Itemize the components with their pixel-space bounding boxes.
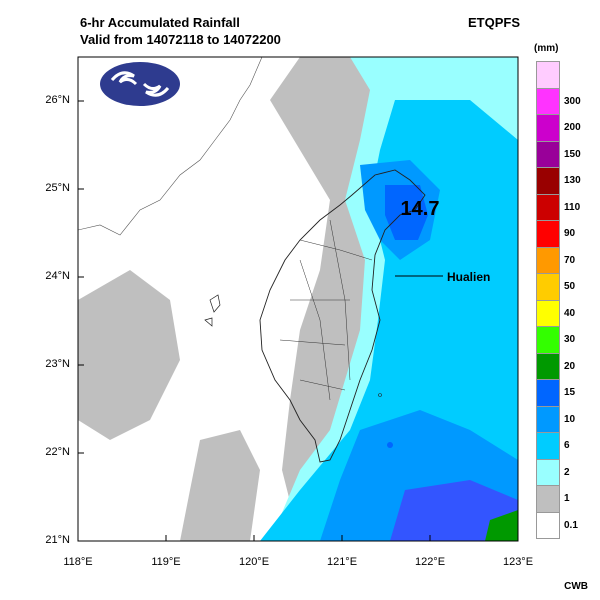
valid-time: Valid from 14072118 to 14072200	[80, 32, 281, 47]
lat-label-25: 25°N	[45, 182, 70, 194]
rain-area-15-south	[390, 480, 518, 541]
legend-swatch	[536, 273, 560, 301]
lat-label-24: 24°N	[45, 270, 70, 282]
lat-label-22: 22°N	[45, 446, 70, 458]
legend-swatch	[536, 193, 560, 221]
map-frame	[77, 56, 519, 542]
rain-area-0.1-west	[78, 270, 180, 440]
legend-swatch	[536, 379, 560, 407]
legend-swatch	[536, 140, 560, 168]
legend-label: 1	[564, 493, 570, 504]
rain-area-20	[485, 510, 518, 541]
county-boundaries	[279, 219, 373, 401]
legend-label: 130	[564, 175, 581, 186]
axis-ticks	[78, 100, 431, 541]
lat-label-23: 23°N	[45, 358, 70, 370]
legend-label: 6	[564, 440, 570, 451]
legend-label: 10	[564, 413, 576, 425]
lon-label-121: 121°E	[326, 556, 358, 568]
max-rainfall-value: 14.7	[401, 198, 440, 220]
legend-swatch	[536, 114, 560, 142]
lat-label-21: 21°N	[45, 534, 70, 546]
legend-label: 20	[564, 360, 576, 372]
legend-swatch	[536, 485, 560, 513]
legend-swatch	[536, 432, 560, 460]
china-coastline	[78, 57, 263, 236]
hualien-label: Hualien	[447, 270, 490, 284]
legend-label: 110	[564, 201, 581, 213]
legend-label: 40	[564, 307, 576, 319]
legend-swatch	[536, 458, 560, 486]
legend-swatch	[536, 299, 560, 327]
lon-label-123: 123°E	[502, 556, 534, 568]
cwb-logo-icon	[100, 62, 180, 106]
legend-label: 30	[564, 334, 576, 345]
lon-label-120: 120°E	[238, 556, 270, 568]
legend-label: 90	[564, 228, 576, 239]
legend-unit: (mm)	[534, 43, 559, 54]
legend-swatch	[536, 167, 560, 195]
green-island	[387, 442, 393, 448]
legend-swatch	[536, 61, 560, 89]
lon-label-122: 122°E	[414, 556, 446, 568]
credit-label: CWB	[564, 581, 588, 592]
lon-label-119: 119°E	[151, 556, 181, 568]
legend-label: 0.1	[564, 519, 578, 531]
legend-swatch	[536, 352, 560, 380]
legend-swatch	[536, 246, 560, 274]
small-island	[378, 393, 382, 397]
legend-label: 300	[564, 95, 581, 107]
legend-label: 150	[564, 148, 581, 160]
legend-swatch	[536, 326, 560, 354]
legend-label: 50	[564, 281, 576, 292]
penghu-islands	[204, 294, 221, 327]
legend-swatch	[536, 405, 560, 433]
legend-label: 200	[564, 122, 581, 133]
legend-swatch	[536, 87, 560, 115]
legend-swatch	[536, 511, 560, 539]
lat-label-26: 26°N	[45, 94, 70, 106]
product-name: ETQPFS	[467, 15, 520, 30]
legend-label: 15	[564, 387, 576, 398]
map-title: 6-hr Accumulated Rainfall	[80, 15, 240, 30]
legend-label: 70	[564, 254, 576, 266]
legend-label: 2	[564, 466, 570, 478]
rain-area-0.1-south	[180, 430, 260, 541]
taiwan-outline	[259, 169, 426, 463]
lon-label-118: 118°E	[63, 556, 93, 568]
legend-swatch	[536, 220, 560, 248]
